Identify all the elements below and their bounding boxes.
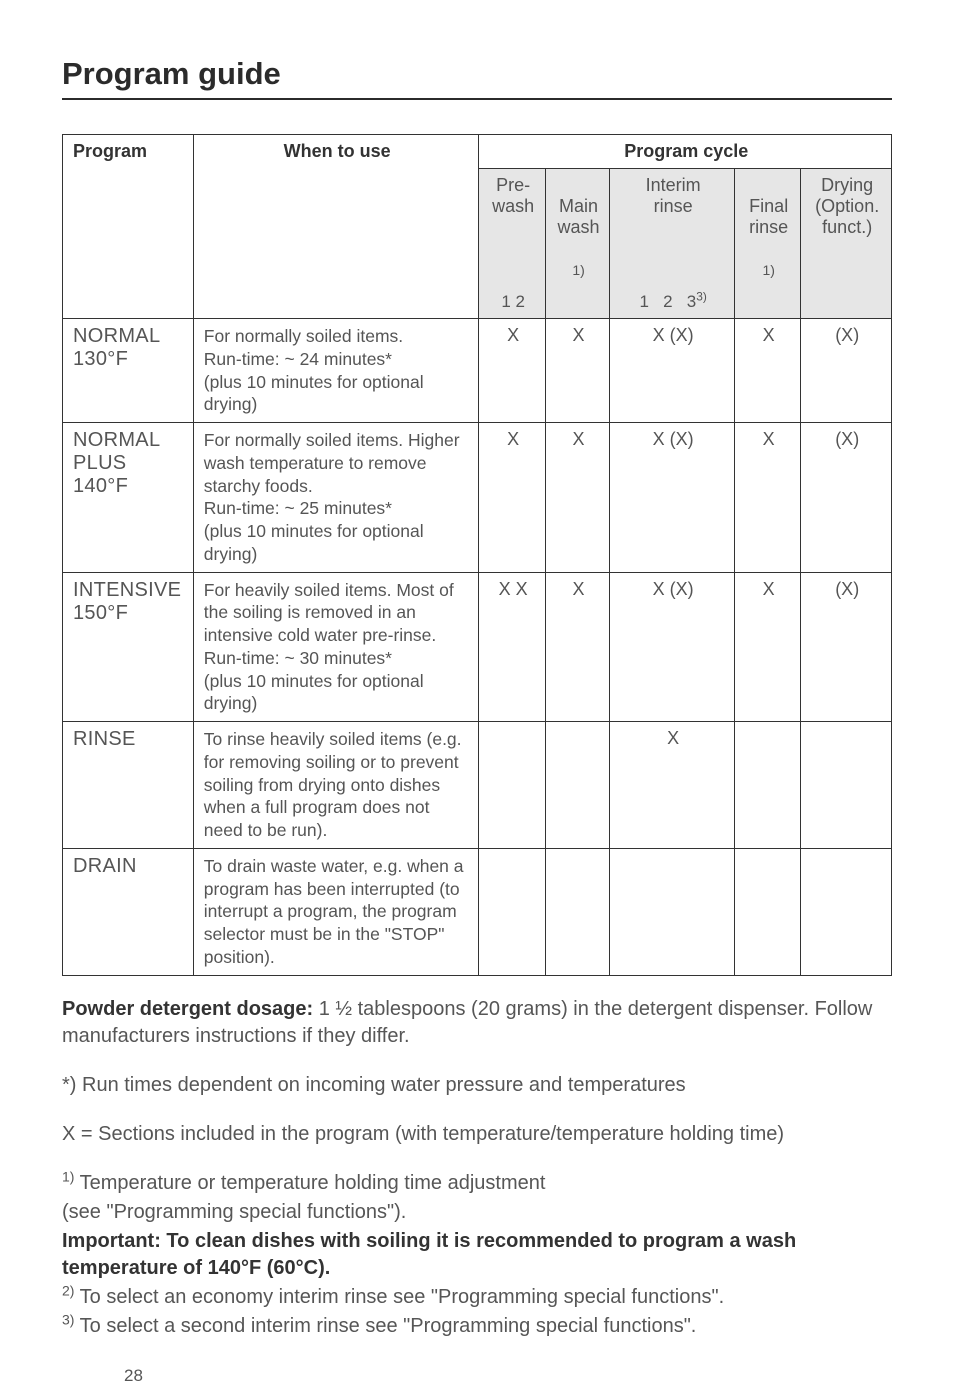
table-row: NORMAL 130°F For normally soiled items. … — [63, 319, 892, 423]
note2: To select an economy interim rinse see "… — [74, 1286, 724, 1308]
th-program: Program — [63, 135, 194, 319]
interim-sub-3-sup: 3) — [696, 289, 707, 303]
program-guide-table: Program When to use Program cycle Pre- w… — [62, 134, 892, 976]
note2-sup: 2) — [62, 1282, 74, 1298]
th-drying: Drying (Option. funct.) — [801, 169, 892, 319]
c-fin — [734, 722, 800, 849]
c-main: X — [545, 423, 609, 573]
prog-normal-plus: NORMAL PLUS 140°F — [63, 423, 194, 573]
c-int: X (X) — [610, 319, 735, 423]
c-pre — [479, 848, 545, 975]
th-final-sup: 1) — [762, 262, 774, 278]
page-number: 28 — [124, 1366, 143, 1386]
c-fin: X — [734, 572, 800, 722]
note1-a: Temperature or temperature holding time … — [74, 1172, 545, 1194]
desc-normal-plus: For normally soiled items. Higher wash t… — [193, 423, 479, 573]
th-interim: Interim rinse — [610, 169, 735, 287]
table-row: DRAIN To drain waste water, e.g. when a … — [63, 848, 892, 975]
c-pre: X X — [479, 572, 545, 722]
c-dry: (X) — [801, 572, 892, 722]
dosage-label: Powder detergent dosage: — [62, 998, 313, 1020]
prog-rinse: RINSE — [63, 722, 194, 849]
desc-rinse: To rinse heavily soiled items (e.g. for … — [193, 722, 479, 849]
c-fin — [734, 848, 800, 975]
c-main — [545, 722, 609, 849]
th-interim-sub: 1 2 33) — [610, 286, 735, 319]
c-pre: X — [479, 319, 545, 423]
desc-drain: To drain waste water, e.g. when a progra… — [193, 848, 479, 975]
c-pre — [479, 722, 545, 849]
prog-intensive: INTENSIVE 150°F — [63, 572, 194, 722]
c-dry — [801, 722, 892, 849]
desc-normal: For normally soiled items. Run-time: ~ 2… — [193, 319, 479, 423]
th-final-label: Final rinse — [749, 196, 788, 237]
c-int: X (X) — [610, 423, 735, 573]
note3-sup: 3) — [62, 1311, 74, 1327]
c-main — [545, 848, 609, 975]
c-int: X — [610, 722, 735, 849]
table-row: NORMAL PLUS 140°F For normally soiled it… — [63, 423, 892, 573]
interim-sub-3: 3 — [687, 292, 696, 311]
c-main: X — [545, 319, 609, 423]
desc-intensive: For heavily soiled items. Most of the so… — [193, 572, 479, 722]
c-int: X (X) — [610, 572, 735, 722]
c-int — [610, 848, 735, 975]
interim-sub-1: 1 — [639, 292, 648, 311]
page-title: Program guide — [62, 56, 892, 92]
interim-sub-2: 2 — [663, 292, 672, 311]
x-note: X = Sections included in the program (wi… — [62, 1121, 892, 1148]
th-when-to-use: When to use — [193, 135, 479, 319]
c-main: X — [545, 572, 609, 722]
th-prewash-sub: 1 2 — [479, 286, 545, 319]
prog-normal: NORMAL 130°F — [63, 319, 194, 423]
th-program-cycle: Program cycle — [479, 135, 892, 169]
important-note: Important: To clean dishes with soiling … — [62, 1230, 796, 1279]
c-dry — [801, 848, 892, 975]
note1-b: (see "Programming special functions"). — [62, 1199, 892, 1226]
th-mainwash-label: Main wash — [558, 196, 600, 237]
th-mainwash: Main wash 1) — [545, 169, 609, 287]
note1-sup: 1) — [62, 1168, 74, 1184]
prog-drain: DRAIN — [63, 848, 194, 975]
title-rule — [62, 98, 892, 100]
th-final-sub — [734, 286, 800, 319]
table-row: INTENSIVE 150°F For heavily soiled items… — [63, 572, 892, 722]
c-fin: X — [734, 423, 800, 573]
star-note: *) Run times dependent on incoming water… — [62, 1072, 892, 1099]
note3: To select a second interim rinse see "Pr… — [74, 1315, 696, 1337]
th-prewash: Pre- wash — [479, 169, 545, 287]
th-mainwash-sup: 1) — [572, 262, 584, 278]
c-fin: X — [734, 319, 800, 423]
c-dry: (X) — [801, 423, 892, 573]
th-mainwash-sub — [545, 286, 609, 319]
c-pre: X — [479, 423, 545, 573]
c-dry: (X) — [801, 319, 892, 423]
table-row: RINSE To rinse heavily soiled items (e.g… — [63, 722, 892, 849]
notes-section: Powder detergent dosage: 1 ½ tablespoons… — [62, 996, 892, 1340]
th-final: Final rinse 1) — [734, 169, 800, 287]
